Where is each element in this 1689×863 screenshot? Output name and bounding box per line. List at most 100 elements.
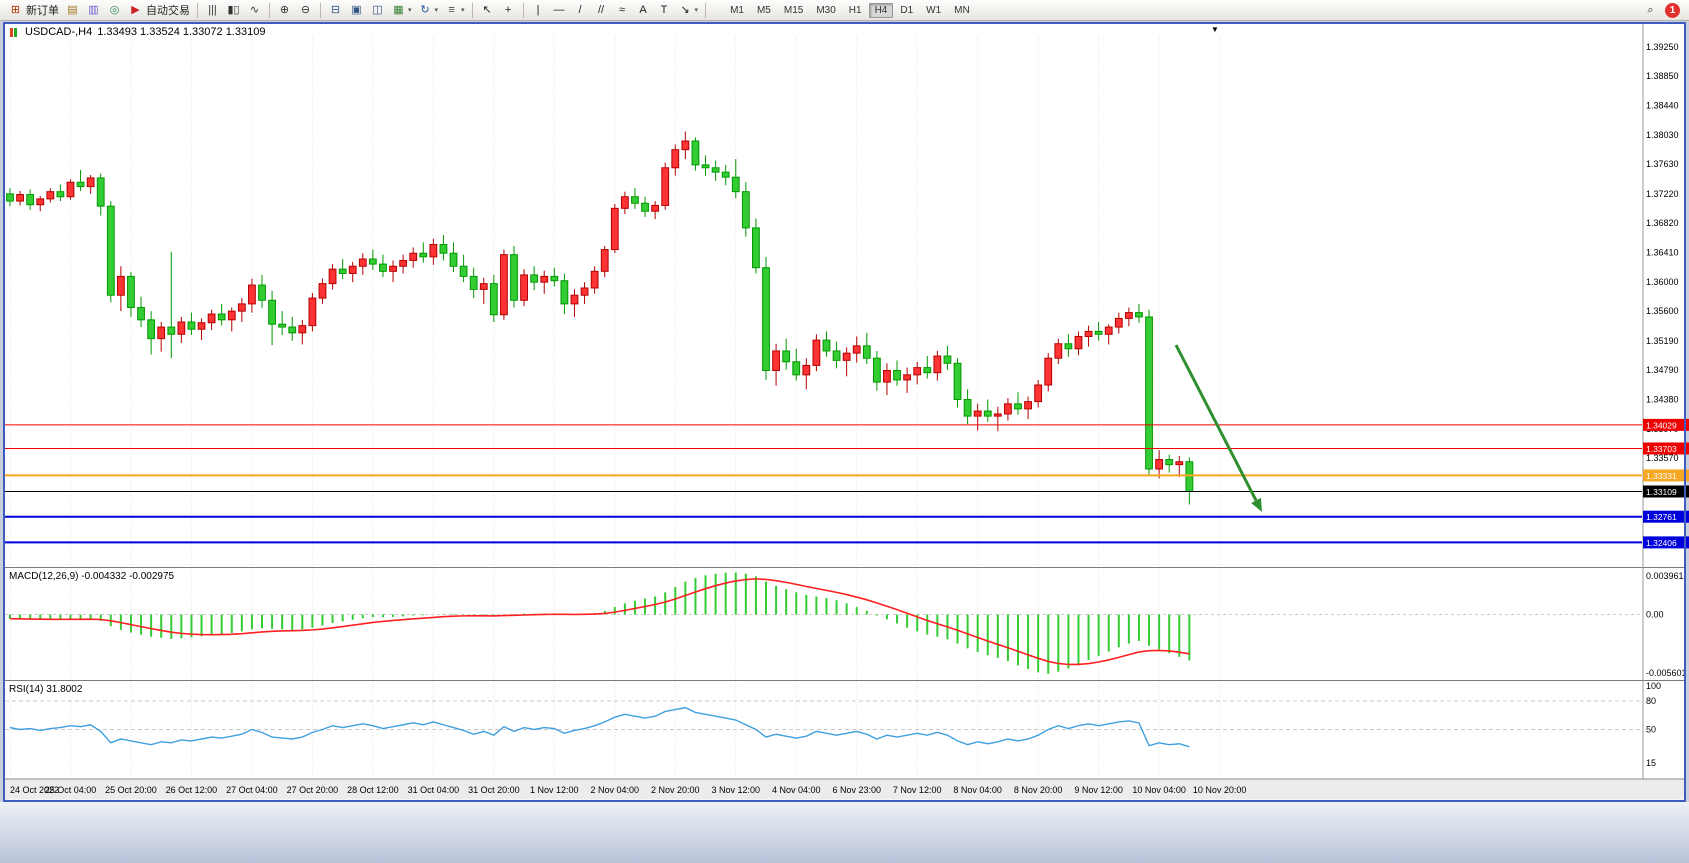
- timeframe-h4-button[interactable]: H4: [868, 2, 894, 18]
- price-axis[interactable]: 1.39250 1.38850 1.38440 1.38030 1.37630 1.372…: [1642, 24, 1689, 779]
- svg-text:27 Oct 20:00: 27 Oct 20:00: [287, 785, 339, 795]
- svg-text:27 Oct 04:00: 27 Oct 04:00: [226, 785, 278, 795]
- chart-properties-button[interactable]: ≡ ▾: [441, 1, 468, 19]
- strategy-tester-button[interactable]: ◎: [104, 1, 125, 19]
- dropdown-caret-icon[interactable]: ▾: [434, 7, 439, 14]
- profiles-icon: ▥: [88, 3, 99, 16]
- dropdown-caret-icon[interactable]: ▾: [694, 7, 699, 14]
- text-icon: A: [639, 3, 647, 16]
- text-label-button[interactable]: T: [654, 1, 675, 19]
- chart-title: USDCAD-,H4 1.33493 1.33524 1.33072 1.331…: [10, 26, 265, 38]
- zoom-in-button[interactable]: ⊕: [274, 1, 295, 19]
- trendline-icon: /: [578, 3, 582, 16]
- svg-text:80: 80: [1646, 696, 1656, 706]
- svg-text:1.34029: 1.34029: [1646, 420, 1677, 430]
- svg-text:1.37630: 1.37630: [1646, 159, 1679, 169]
- timeframe-m15-button[interactable]: M15: [783, 4, 804, 16]
- timeframe-h1-button[interactable]: H1: [848, 4, 862, 16]
- arrange-windows-button[interactable]: ◫: [367, 1, 388, 19]
- new-chart-button[interactable]: ▤: [62, 1, 83, 19]
- search-icon[interactable]: ⌕: [1647, 3, 1654, 16]
- new-order-button[interactable]: ⊞ 新订单: [5, 1, 62, 19]
- strategy-tester-icon: ◎: [109, 3, 120, 16]
- svg-text:0.003961: 0.003961: [1646, 571, 1684, 581]
- svg-text:1.32761: 1.32761: [1646, 512, 1677, 522]
- pane-separators[interactable]: [5, 567, 1684, 780]
- rsi-pane: [5, 700, 1642, 748]
- timeframe-mn-button[interactable]: MN: [954, 4, 970, 16]
- svg-text:6 Nov 23:00: 6 Nov 23:00: [832, 785, 881, 795]
- new-chart-dropdown[interactable]: ▦ ▾: [388, 1, 415, 19]
- autotrading-button[interactable]: ▶ 自动交易: [125, 1, 193, 19]
- price-tag: 1.34029: [1643, 418, 1689, 431]
- svg-text:1.38030: 1.38030: [1646, 130, 1679, 140]
- svg-text:3 Nov 12:00: 3 Nov 12:00: [711, 785, 760, 795]
- svg-text:1.32406: 1.32406: [1646, 538, 1677, 548]
- svg-text:10 Nov 20:00: 10 Nov 20:00: [1193, 785, 1247, 795]
- candlestick-chart-button[interactable]: ▮▯: [223, 1, 244, 19]
- fibonacci-icon: ≈: [619, 3, 626, 16]
- timeframe-w1-button[interactable]: W1: [926, 4, 942, 16]
- toolbar-separator: [197, 2, 198, 18]
- cascade-windows-button[interactable]: ▣: [346, 1, 367, 19]
- svg-text:10 Nov 04:00: 10 Nov 04:00: [1132, 785, 1186, 795]
- svg-text:31 Oct 20:00: 31 Oct 20:00: [468, 785, 520, 795]
- svg-text:8 Nov 20:00: 8 Nov 20:00: [1014, 785, 1063, 795]
- dropdown-caret-icon[interactable]: ▾: [408, 7, 412, 14]
- svg-text:1.34380: 1.34380: [1646, 394, 1679, 404]
- svg-text:9 Nov 12:00: 9 Nov 12:00: [1074, 785, 1123, 795]
- svg-text:1.36000: 1.36000: [1646, 277, 1679, 287]
- cursor-icon: ↖: [482, 3, 492, 16]
- bottom-status-strip: [0, 802, 1689, 863]
- equidistant-channel-button[interactable]: //: [591, 1, 612, 19]
- new-chart-icon: ▤: [67, 3, 78, 16]
- arrows-button[interactable]: ↘ ▾: [675, 1, 702, 19]
- autotrading-button-label: 自动交易: [146, 5, 190, 17]
- timeframe-toolbar: M1 M5 M15 M30 H1 H4 D1 W1 MN: [724, 2, 976, 18]
- timeframe-m1-button[interactable]: M1: [730, 4, 744, 16]
- svg-text:25 Oct 20:00: 25 Oct 20:00: [105, 785, 157, 795]
- svg-text:28 Oct 12:00: 28 Oct 12:00: [347, 785, 399, 795]
- cycle-charts-button[interactable]: ↻ ▾: [415, 1, 442, 19]
- tile-windows-button[interactable]: ⊟: [325, 1, 346, 19]
- cursor-button[interactable]: ↖: [477, 1, 498, 19]
- toolbar-separator: [471, 2, 473, 18]
- bar-chart-icon: |||: [208, 3, 217, 16]
- fibonacci-button[interactable]: ≈: [612, 1, 633, 19]
- bar-chart-button[interactable]: |||: [202, 1, 223, 19]
- dropdown-caret-icon[interactable]: ▾: [461, 7, 465, 14]
- svg-text:100: 100: [1646, 681, 1661, 691]
- hline-objects[interactable]: [5, 424, 1642, 544]
- trend-arrow-object[interactable]: [1174, 344, 1262, 512]
- toolbar-separator: [705, 2, 707, 18]
- timeframe-m30-button[interactable]: M30: [816, 4, 836, 16]
- svg-text:1.38850: 1.38850: [1646, 71, 1679, 81]
- chart-shift-marker-icon[interactable]: ▼: [1211, 25, 1219, 34]
- chart-properties-icon: ≡: [448, 3, 455, 16]
- chart-canvas[interactable]: 1.39250 1.38850 1.38440 1.38030 1.37630 1.372…: [0, 0, 1689, 808]
- zoom-out-button[interactable]: ⊖: [295, 1, 316, 19]
- new-chart-icon: ▦: [393, 3, 404, 16]
- notification-badge[interactable]: 1: [1665, 2, 1680, 18]
- text-button[interactable]: A: [633, 1, 654, 19]
- macd-pane: [5, 572, 1642, 674]
- svg-text:1.37220: 1.37220: [1646, 189, 1679, 199]
- line-chart-button[interactable]: ∿: [244, 1, 265, 19]
- cycle-charts-icon: ↻: [420, 3, 430, 16]
- profiles-button[interactable]: ▥: [83, 1, 104, 19]
- svg-text:50: 50: [1646, 725, 1656, 735]
- horizontal-line-button[interactable]: —: [549, 1, 570, 19]
- svg-text:-0.005601: -0.005601: [1646, 668, 1687, 678]
- rsi-line: [9, 706, 1190, 748]
- svg-text:7 Nov 12:00: 7 Nov 12:00: [893, 785, 942, 795]
- trendline-button[interactable]: /: [570, 1, 591, 19]
- timeframe-d1-button[interactable]: D1: [900, 4, 914, 16]
- toolbar-button-group: ⊞ 新订单 ▤ ▥ ◎ ▶ 自动交易 ||| ▮▯ ∿ ⊕ ⊖ ⊟ ▣ ◫ ▦ ▾ ↻ ▾ ≡ ▾ ↖ + | — ///≈ A T ↘…: [5, 1, 710, 19]
- timeframe-m5-button[interactable]: M5: [756, 4, 771, 16]
- toolbar-separator: [522, 2, 524, 18]
- price-tag: 1.33331: [1643, 469, 1689, 482]
- toolbar-separator: [320, 2, 321, 18]
- vertical-line-button[interactable]: |: [528, 1, 549, 19]
- crosshair-button[interactable]: +: [498, 1, 519, 19]
